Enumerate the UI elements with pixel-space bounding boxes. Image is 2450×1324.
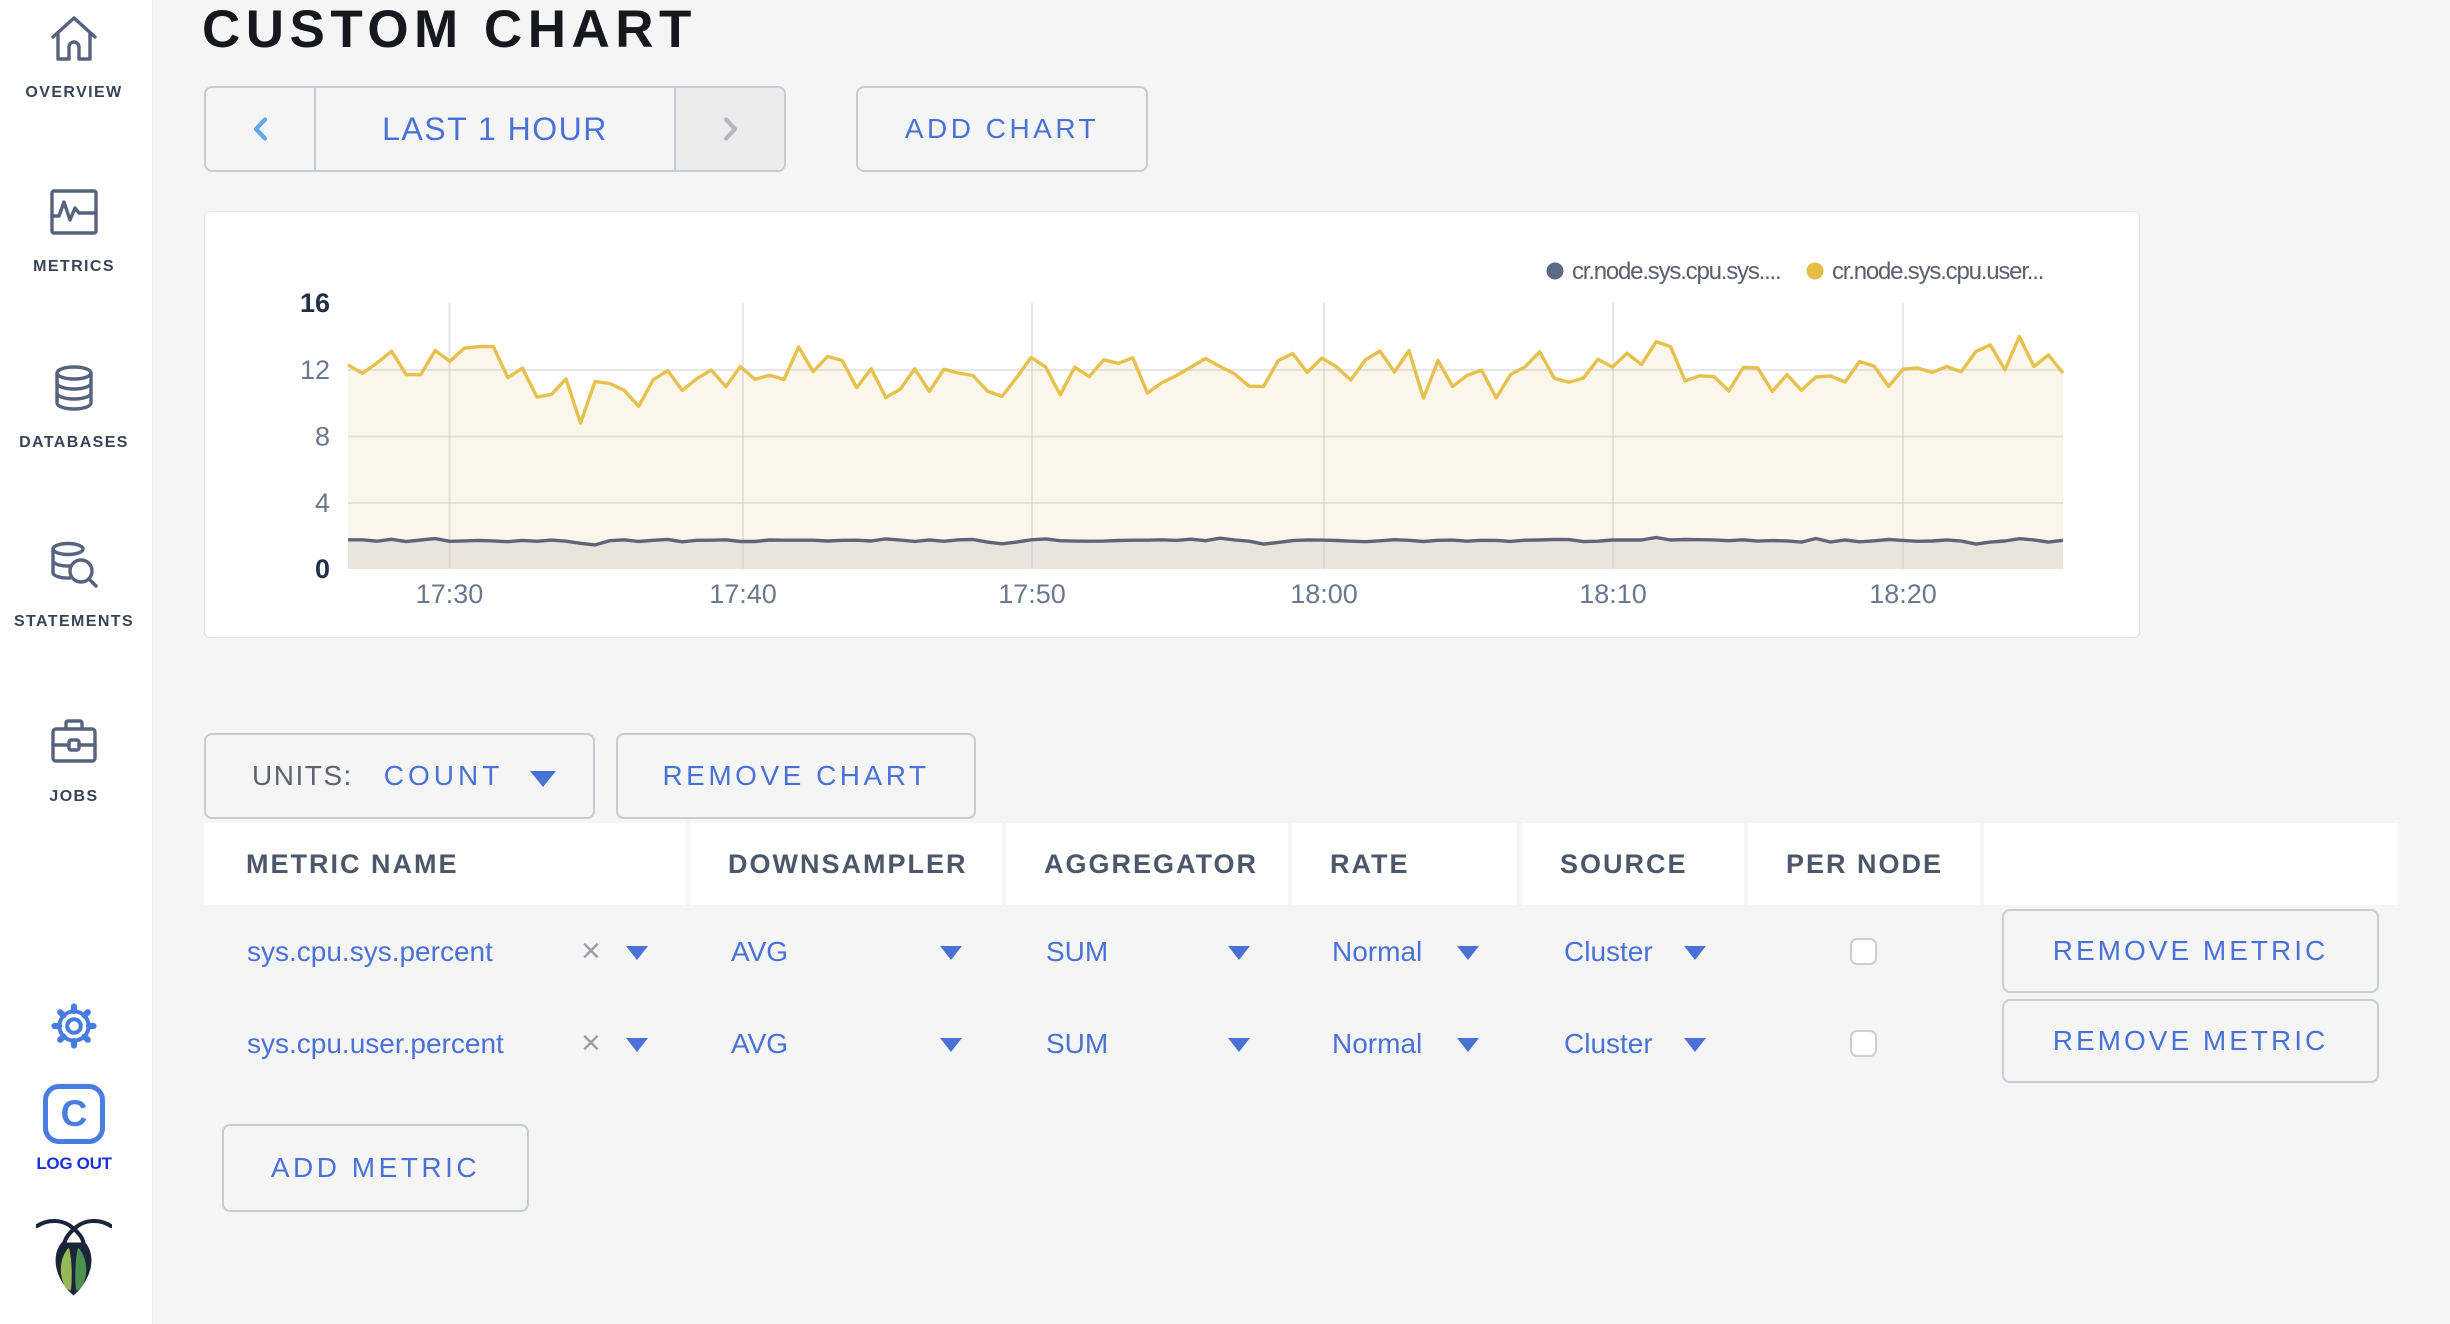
svg-text:16: 16 [300,288,330,318]
svg-text:18:10: 18:10 [1579,579,1647,609]
svg-text:cr.node.sys.cpu.user...: cr.node.sys.cpu.user... [1832,258,2043,285]
svg-text:17:40: 17:40 [709,579,777,609]
svg-text:17:50: 17:50 [998,579,1066,609]
svg-text:0: 0 [315,554,330,584]
svg-text:4: 4 [315,488,330,518]
svg-text:cr.node.sys.cpu.sys....: cr.node.sys.cpu.sys.... [1572,258,1781,285]
svg-text:17:30: 17:30 [416,579,484,609]
svg-text:12: 12 [300,355,330,385]
svg-text:8: 8 [315,422,330,452]
svg-text:18:00: 18:00 [1290,579,1358,609]
svg-text:18:20: 18:20 [1869,579,1937,609]
